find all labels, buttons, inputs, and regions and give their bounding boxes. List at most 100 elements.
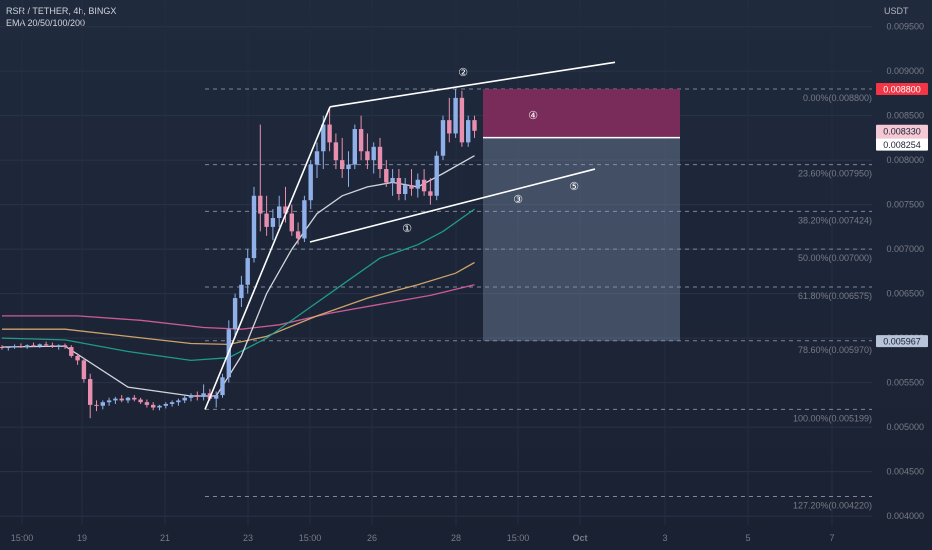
candle-body: [321, 124, 326, 152]
candle: [12, 344, 17, 349]
annotation-number: ①: [402, 222, 412, 235]
candle: [453, 88, 458, 138]
price-tick-label: 0.004500: [886, 467, 924, 477]
candle: [144, 399, 150, 408]
candle-body: [308, 164, 313, 201]
time-tick-label: 15:00: [507, 533, 530, 543]
candle-body: [188, 395, 194, 398]
candle: [119, 395, 124, 403]
candle: [75, 353, 80, 365]
candle: [270, 209, 276, 241]
stop-price-tag: 0.008800: [883, 84, 921, 94]
fib-level-label: 100.00%(0.005199): [793, 413, 872, 423]
time-axis: 15:00 19 21 23 15:00 26 28 15:00 Oct 3 5 7: [11, 533, 835, 543]
candle-body: [440, 120, 446, 156]
candle: [113, 396, 118, 404]
candle-body: [88, 379, 93, 405]
candle-body: [390, 177, 395, 183]
symbol-title[interactable]: RSR / TETHER, 4h, BINGX: [6, 6, 117, 16]
candle-body: [377, 146, 383, 170]
candle-body: [277, 206, 282, 219]
candle: [358, 115, 364, 161]
candle: [428, 177, 433, 205]
candle-body: [459, 97, 465, 143]
candle-body: [270, 218, 276, 227]
target-price-tag-bg: [876, 335, 928, 348]
price-tick-label: 0.005500: [886, 378, 924, 388]
candle: [94, 400, 99, 412]
candle-body: [0, 347, 5, 349]
candle-body: [56, 345, 61, 347]
candle-body: [384, 169, 389, 183]
candle: [340, 137, 345, 178]
fib-level-label: 127.20%(0.004220): [793, 501, 872, 511]
candle: [277, 195, 282, 227]
target-price-tag: 0.005967: [883, 337, 921, 347]
price-tick-label: 0.009000: [886, 66, 924, 76]
candle: [352, 124, 357, 170]
candle-body: [340, 160, 345, 170]
fib-level-label: 23.60%(0.007950): [798, 169, 872, 179]
candle-body: [176, 400, 181, 403]
take-profit-zone: [483, 137, 680, 342]
candle-body: [144, 402, 150, 405]
time-tick-label: 23: [243, 533, 253, 543]
candle: [333, 133, 339, 170]
candle-body: [453, 97, 458, 134]
indicator-label[interactable]: EMA 20/50/100/200: [6, 18, 86, 28]
currency-label: USDT: [884, 6, 909, 16]
candle-body: [327, 124, 332, 143]
candle-body: [132, 397, 137, 400]
drawings-layer: ① ② ③ ④ ⑤: [204, 61, 616, 410]
candle: [447, 97, 452, 143]
time-tick-label: Oct: [572, 533, 587, 543]
fibonacci-layer: 0.00%(0.008800) 23.60%(0.007950) 38.20%(0.…: [205, 88, 872, 511]
annotation-number: ③: [513, 193, 523, 206]
candle-body: [346, 164, 351, 170]
candle: [466, 115, 471, 147]
price-tick-label: 0.009500: [886, 22, 924, 32]
candle: [132, 395, 137, 402]
time-tick-label: 7: [829, 533, 834, 543]
candle: [138, 397, 143, 404]
fib-level-label: 61.80%(0.006575): [798, 291, 872, 301]
candle: [421, 169, 427, 196]
ema50-line: [1, 208, 475, 362]
candle-body: [138, 399, 143, 403]
candle-body: [25, 345, 30, 348]
candle: [176, 398, 181, 406]
candle: [295, 222, 301, 245]
annotation-number: ②: [458, 66, 468, 79]
time-tick-label: 26: [367, 533, 377, 543]
candle: [384, 160, 389, 187]
fib-level-label: 0.00%(0.008800): [803, 93, 872, 103]
entry-price-tag: 0.008254: [883, 140, 921, 150]
time-tick-label: 28: [451, 533, 461, 543]
candle-body: [232, 298, 238, 330]
candle-body: [371, 146, 376, 161]
candle-body: [94, 404, 99, 406]
candle: [163, 402, 168, 409]
candle-body: [50, 345, 55, 347]
candle-body: [81, 360, 87, 380]
candle-body: [37, 344, 42, 347]
candle: [365, 133, 370, 170]
candle-body: [333, 142, 339, 161]
candle: [308, 160, 313, 210]
candle: [289, 204, 294, 236]
candle-body: [302, 200, 307, 239]
candle: [6, 346, 11, 351]
candle-body: [415, 179, 420, 189]
entry-price-tag-bg: [876, 138, 928, 151]
candle-body: [365, 151, 370, 161]
candle: [440, 115, 446, 161]
candle: [302, 195, 307, 243]
candle: [188, 393, 194, 402]
candle: [201, 384, 206, 401]
candle: [81, 357, 87, 383]
candle-body: [195, 395, 200, 397]
time-tick-label: 15:00: [299, 533, 322, 543]
candle: [409, 169, 414, 196]
